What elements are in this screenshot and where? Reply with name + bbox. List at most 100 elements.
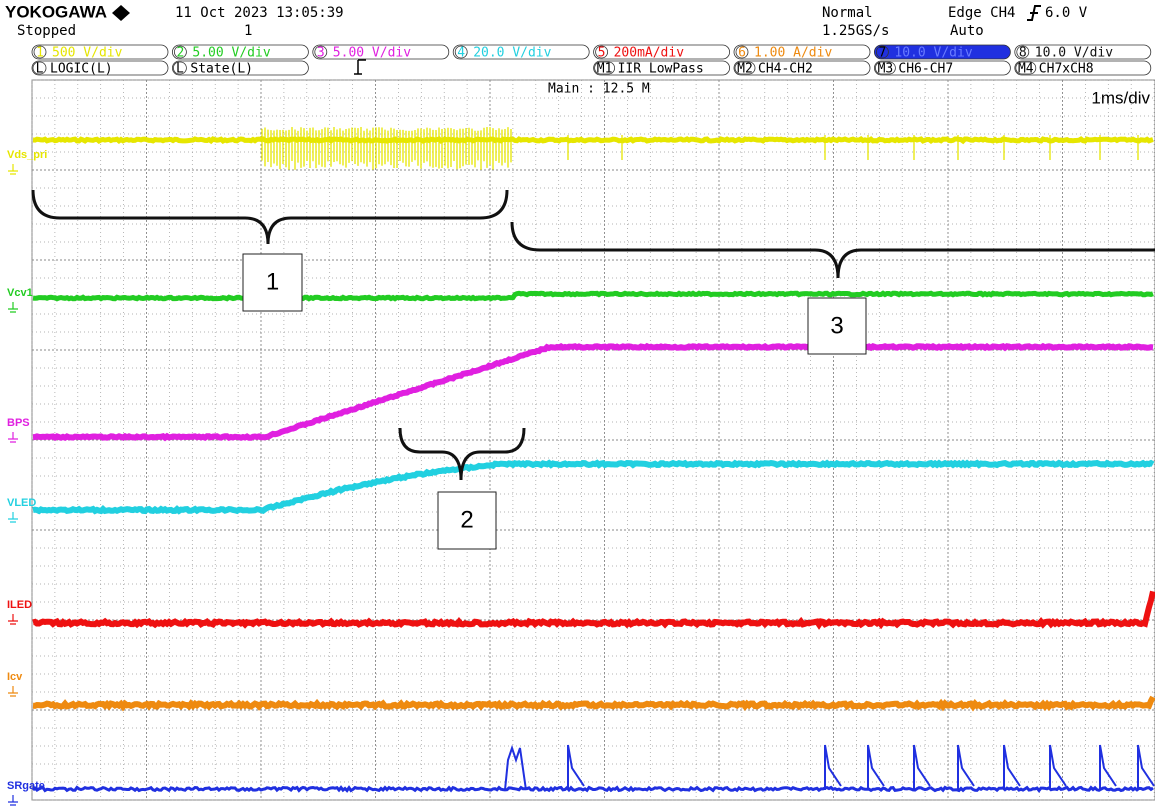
channel-scale: 5.00 V/div: [333, 46, 411, 61]
trace-label: ILED: [7, 599, 32, 611]
channel-box: [733, 44, 871, 60]
brace-2: [398, 427, 526, 481]
setting-text: State(L): [190, 62, 253, 77]
channel-id-badge: [595, 45, 608, 59]
setting-id: M1: [597, 62, 613, 77]
annotation-box: [437, 491, 497, 550]
channel-id: 7: [878, 46, 886, 61]
waveform: [32, 290, 1154, 302]
channel-box: [593, 44, 730, 60]
brand: YOKOGAWA: [5, 2, 107, 21]
annotation-label: 3: [830, 312, 843, 339]
trigger-mode: Auto: [950, 23, 984, 39]
channel-id: 4: [457, 46, 465, 61]
setting-id-badge: [875, 61, 896, 75]
waveform-burst: [261, 127, 1139, 170]
channel-id: 8: [1019, 46, 1027, 61]
channel-scale: 500 V/div: [52, 46, 123, 61]
setting-box: [171, 60, 309, 76]
setting-box: [733, 60, 871, 76]
setting-box: [31, 60, 169, 76]
channel-box: [171, 44, 309, 60]
channel-scale: 1.00 A/div: [754, 46, 832, 61]
channel-id: 3: [317, 46, 325, 61]
record: 1: [244, 23, 252, 39]
channel-scale: 20.0 V/div: [473, 46, 551, 61]
setting-id: M4: [1018, 62, 1034, 77]
acquisition: Normal: [822, 5, 873, 21]
waveform: [32, 695, 1155, 712]
channel-scale: 5.00 V/div: [192, 46, 270, 61]
waveform: [31, 785, 1154, 793]
channel-id-badge: [876, 45, 889, 59]
trigger-source: Edge CH4: [948, 5, 1015, 21]
brace-1: [31, 189, 509, 245]
trace-label: VLED: [7, 497, 36, 509]
brace-3: [510, 221, 1155, 279]
trigger-level: 6.0 V: [1045, 5, 1088, 21]
channel-id-badge: [454, 45, 468, 59]
setting-id-badge: [1015, 61, 1037, 75]
trace-label: Vds_pri: [7, 149, 47, 161]
channel-id: 1: [36, 46, 44, 61]
channel-box: [452, 44, 590, 60]
ground-marker: [8, 686, 18, 697]
waveform: [32, 459, 1155, 515]
channel-id: 5: [598, 46, 606, 61]
ground-marker: [8, 432, 18, 443]
channel-id-badge: [1016, 45, 1030, 59]
channel-id: 6: [738, 46, 746, 61]
channel-bar: 1 500 V/div 2 5.00 V/div 3 5.00 V/div 4 20.0 V/…: [31, 44, 1152, 77]
timebase: 1ms/div: [1091, 88, 1150, 107]
channel-id-badge: [33, 45, 47, 59]
setting-box: [593, 60, 730, 76]
state: Stopped: [17, 23, 76, 39]
channel-id-badge: [314, 45, 328, 59]
ground-marker: [8, 614, 18, 625]
waveform-pulses: [504, 744, 1155, 791]
waveforms: [31, 127, 1155, 793]
setting-id: M2: [737, 62, 753, 77]
trace-labels: Vds_pri Vcv1 BPS VLED ILED Icv SRgate: [7, 149, 47, 806]
ground-marker: [8, 795, 18, 806]
setting-box: [874, 60, 1011, 76]
setting-id: M3: [878, 62, 894, 77]
trace-label: Vcv1: [7, 287, 33, 299]
ground-marker: [8, 512, 18, 523]
annotation-label: 1: [266, 268, 279, 295]
setting-id-badge: [32, 61, 47, 75]
setting-id-badge: [172, 61, 187, 75]
ground-marker: [8, 302, 18, 313]
graticule: [31, 79, 1155, 801]
setting-id: L: [176, 62, 184, 77]
channel-scale: 200mA/div: [614, 46, 685, 61]
annotation-box: [242, 253, 303, 312]
setting-text: IIR LowPass: [618, 62, 704, 77]
channel-id-badge: [735, 45, 749, 59]
setting-text: LOGIC(L): [50, 62, 113, 77]
channel-box: [312, 44, 450, 60]
setting-id: L: [36, 62, 44, 77]
channel-scale: 10.0 V/div: [894, 46, 972, 61]
trace-label: BPS: [7, 417, 30, 429]
waveform: [32, 590, 1155, 630]
annotation-box: [807, 297, 867, 355]
sample-rate: 1.25GS/s: [822, 23, 889, 39]
waveform: [32, 342, 1154, 442]
channel-box: [31, 44, 169, 60]
setting-text: CH7xCH8: [1039, 62, 1094, 77]
channel-id-badge: [173, 45, 187, 59]
waveform: [32, 136, 1154, 145]
channel-box: [1014, 44, 1152, 60]
setting-text: CH6-CH7: [898, 62, 953, 77]
main-record: Main : 12.5 M: [548, 82, 650, 97]
channel-scale: 10.0 V/div: [1035, 46, 1113, 61]
brand-diamond: [112, 5, 130, 21]
channel-box: [874, 44, 1011, 60]
setting-text: CH4-CH2: [758, 62, 813, 77]
trigger-position-marker: [354, 59, 366, 75]
trace-label: SRgate: [7, 780, 45, 792]
setting-id-badge: [594, 61, 615, 75]
ground-marker: [8, 164, 18, 175]
